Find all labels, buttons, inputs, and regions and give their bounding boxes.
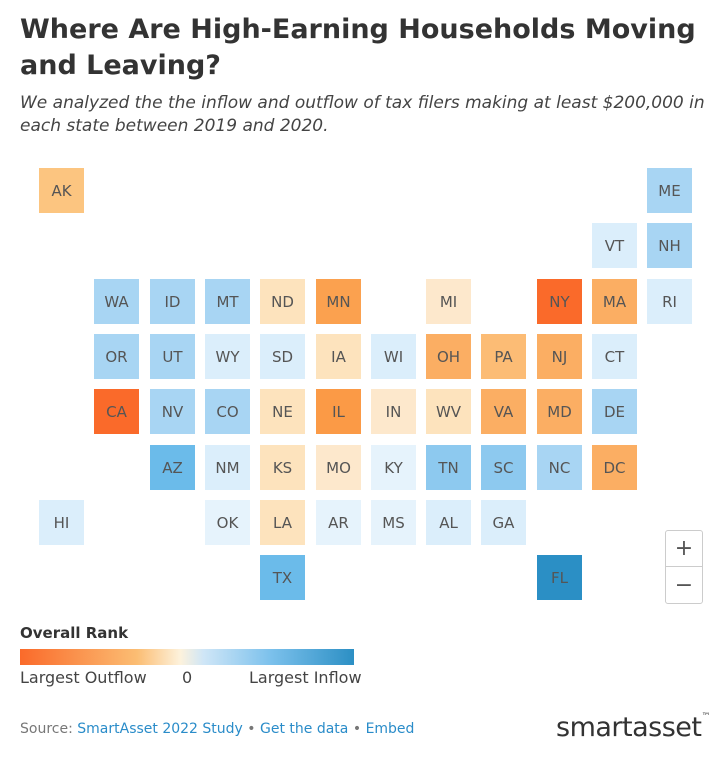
state-tile-hi[interactable]: HI xyxy=(39,500,84,545)
state-tile-wv[interactable]: WV xyxy=(426,389,471,434)
state-tile-ut[interactable]: UT xyxy=(150,334,195,379)
state-tile-la[interactable]: LA xyxy=(260,500,305,545)
state-tile-mo[interactable]: MO xyxy=(316,445,361,490)
state-tile-in[interactable]: IN xyxy=(371,389,416,434)
state-tile-ia[interactable]: IA xyxy=(316,334,361,379)
legend-mid-label: 0 xyxy=(182,668,193,687)
legend-right-label: Largest Inflow xyxy=(249,668,362,687)
legend-title: Overall Rank xyxy=(20,624,129,642)
source-link[interactable]: SmartAsset 2022 Study xyxy=(77,721,243,737)
state-tile-vt[interactable]: VT xyxy=(592,223,637,268)
zoom-out-button[interactable]: − xyxy=(674,572,694,598)
state-tile-wa[interactable]: WA xyxy=(94,279,139,324)
state-tile-wy[interactable]: WY xyxy=(205,334,250,379)
state-tile-wi[interactable]: WI xyxy=(371,334,416,379)
state-tile-nj[interactable]: NJ xyxy=(537,334,582,379)
state-tile-pa[interactable]: PA xyxy=(481,334,526,379)
state-tile-nc[interactable]: NC xyxy=(537,445,582,490)
state-tile-fl[interactable]: FL xyxy=(537,555,582,600)
state-tile-al[interactable]: AL xyxy=(426,500,471,545)
state-tile-mn[interactable]: MN xyxy=(316,279,361,324)
logo-text: smartasset xyxy=(556,712,702,743)
state-tile-il[interactable]: IL xyxy=(316,389,361,434)
state-tile-ok[interactable]: OK xyxy=(205,500,250,545)
state-tile-ga[interactable]: GA xyxy=(481,500,526,545)
get-data-link[interactable]: Get the data xyxy=(260,721,349,737)
state-tile-ky[interactable]: KY xyxy=(371,445,416,490)
state-tile-co[interactable]: CO xyxy=(205,389,250,434)
footer-separator: • xyxy=(348,721,366,737)
state-tile-az[interactable]: AZ xyxy=(150,445,195,490)
state-tile-ri[interactable]: RI xyxy=(647,279,692,324)
page-title: Where Are High-Earning Households Moving… xyxy=(20,14,696,81)
zoom-in-button[interactable]: + xyxy=(666,531,702,567)
footer-separator: • xyxy=(242,721,261,737)
state-tile-dc[interactable]: DC xyxy=(592,445,637,490)
state-tile-mt[interactable]: MT xyxy=(205,279,250,324)
page-subtitle: We analyzed the the inflow and outflow o… xyxy=(20,93,705,136)
state-tile-ct[interactable]: CT xyxy=(592,334,637,379)
state-tile-md[interactable]: MD xyxy=(537,389,582,434)
state-tile-me[interactable]: ME xyxy=(647,168,692,213)
embed-link[interactable]: Embed xyxy=(365,721,415,737)
legend-color-scale xyxy=(20,649,354,665)
footer: Source: SmartAsset 2022 Study • Get the … xyxy=(20,721,414,737)
state-tile-or[interactable]: OR xyxy=(94,334,139,379)
state-tile-nd[interactable]: ND xyxy=(260,279,305,324)
state-tile-tn[interactable]: TN xyxy=(426,445,471,490)
zoom-controls: + − xyxy=(665,530,703,604)
state-tile-id[interactable]: ID xyxy=(150,279,195,324)
state-tile-sc[interactable]: SC xyxy=(481,445,526,490)
state-tile-de[interactable]: DE xyxy=(592,389,637,434)
state-tile-ar[interactable]: AR xyxy=(316,500,361,545)
smartasset-logo: smartasset™ xyxy=(556,712,710,743)
state-tile-ny[interactable]: NY xyxy=(537,279,582,324)
state-tile-sd[interactable]: SD xyxy=(260,334,305,379)
source-prefix: Source: xyxy=(20,721,78,737)
state-tile-nv[interactable]: NV xyxy=(150,389,195,434)
logo-trademark: ™ xyxy=(701,712,711,722)
state-tile-map: AK ME VT NH WA ID MT ND MN MI NY MA RI OR UT WY SD IA WI OH… xyxy=(39,168,692,600)
state-tile-oh[interactable]: OH xyxy=(426,334,471,379)
state-tile-ma[interactable]: MA xyxy=(592,279,637,324)
state-tile-ne[interactable]: NE xyxy=(260,389,305,434)
state-tile-tx[interactable]: TX xyxy=(260,555,305,600)
state-tile-ak[interactable]: AK xyxy=(39,168,84,213)
state-tile-ks[interactable]: KS xyxy=(260,445,305,490)
state-tile-mi[interactable]: MI xyxy=(426,279,471,324)
state-tile-ms[interactable]: MS xyxy=(371,500,416,545)
state-tile-va[interactable]: VA xyxy=(481,389,526,434)
state-tile-ca[interactable]: CA xyxy=(94,389,139,434)
state-tile-nm[interactable]: NM xyxy=(205,445,250,490)
state-tile-nh[interactable]: NH xyxy=(647,223,692,268)
legend-left-label: Largest Outflow xyxy=(20,668,147,687)
